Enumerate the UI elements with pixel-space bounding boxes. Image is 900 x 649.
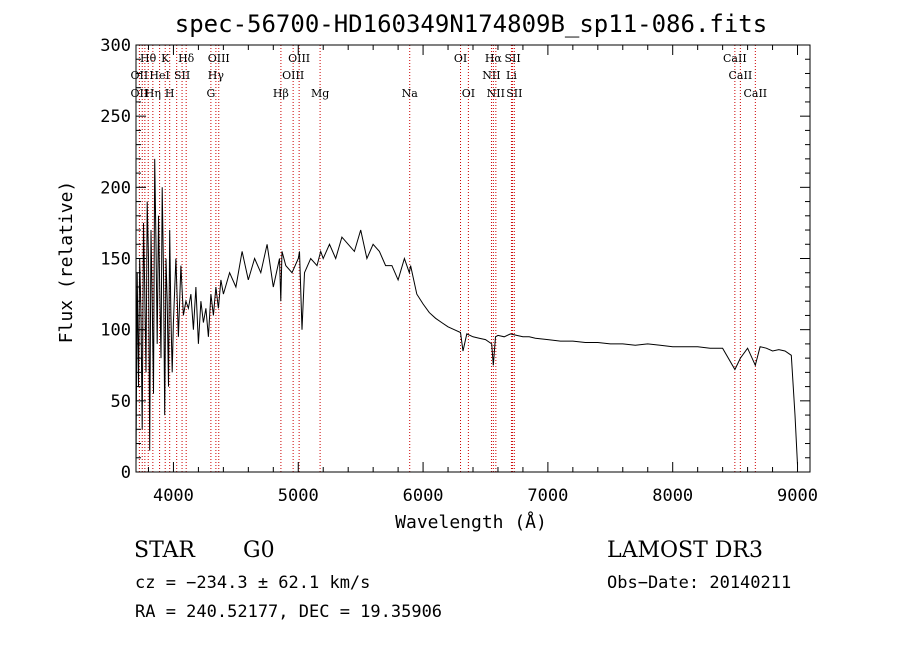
line-label: Hδ	[178, 52, 195, 65]
line-label: H	[165, 87, 175, 100]
x-tick-label: 4000	[153, 486, 194, 506]
line-label: Na	[402, 87, 419, 100]
line-label: Hα	[485, 52, 503, 65]
line-label: NII	[482, 69, 500, 82]
line-label: OI	[454, 52, 467, 65]
x-tick-label: 7000	[527, 486, 568, 506]
line-label: CaII	[729, 69, 753, 82]
cz-value: cz = −234.3 ± 62.1 km/s	[135, 573, 371, 593]
object-subclass: G0	[243, 538, 275, 563]
plot-frame	[135, 44, 811, 473]
x-axis-ticks: 4000 5000 6000 7000 8000 9000	[147, 45, 818, 506]
chart-title: spec-56700-HD160349N174809B_sp11-086.fit…	[175, 10, 767, 38]
y-tick-label: 150	[100, 250, 131, 270]
line-label: SII	[174, 69, 190, 82]
x-axis-label: Wavelength (Å)	[395, 511, 547, 533]
survey-name: LAMOST DR3	[607, 538, 763, 563]
line-label: Hθ	[140, 52, 157, 65]
y-tick-label: 200	[100, 178, 131, 198]
line-label: OIII	[208, 52, 230, 65]
y-axis-ticks: 0 50 100 150 200 250 300	[100, 36, 810, 483]
x-tick-label: 6000	[403, 486, 444, 506]
x-tick-label: 5000	[278, 486, 319, 506]
line-label: OIII	[282, 69, 304, 82]
object-class: STAR	[134, 538, 195, 563]
line-label: NII	[487, 87, 505, 100]
line-label: SII	[506, 87, 522, 100]
y-tick-label: 100	[100, 321, 131, 341]
spectrum-line	[135, 158, 798, 465]
line-label: K	[161, 52, 170, 65]
line-label: OII	[131, 87, 149, 100]
line-label: Hη	[145, 87, 161, 100]
line-label: OII	[131, 69, 149, 82]
line-label: Hγ	[208, 69, 225, 82]
line-label: CaII	[723, 52, 747, 65]
y-tick-label: 0	[121, 463, 131, 483]
line-label: OI	[462, 87, 475, 100]
spectral-line-markers	[138, 45, 756, 472]
line-label: SII	[504, 52, 520, 65]
x-tick-label: 9000	[777, 486, 818, 506]
x-tick-label: 8000	[652, 486, 693, 506]
line-label: Li	[506, 69, 517, 82]
line-label: HeI	[149, 69, 169, 82]
line-label: Mg	[311, 87, 329, 100]
line-label: CaII	[743, 87, 767, 100]
y-tick-label: 50	[111, 392, 131, 412]
y-axis-label: Flux (relative)	[56, 181, 77, 344]
ra-dec: RA = 240.52177, DEC = 19.35906	[135, 602, 443, 622]
obs-date: Obs−Date: 20140211	[607, 573, 792, 593]
line-label: OIII	[288, 52, 310, 65]
line-label: Hβ	[273, 87, 289, 100]
line-label: G	[206, 87, 215, 100]
y-tick-label: 250	[100, 107, 131, 127]
y-tick-label: 300	[100, 36, 131, 56]
